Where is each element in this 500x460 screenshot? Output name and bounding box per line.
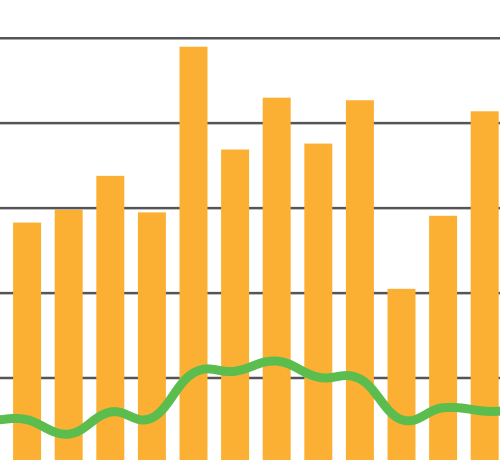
- bar: [470, 111, 499, 460]
- bar: [345, 100, 374, 460]
- bar: [387, 288, 416, 460]
- bar: [221, 149, 250, 460]
- bar: [262, 97, 291, 460]
- grid-lines: [0, 36, 500, 380]
- bar-series: [13, 46, 499, 460]
- bar: [54, 209, 83, 460]
- bar: [304, 143, 333, 460]
- bar: [429, 215, 458, 460]
- bar: [179, 46, 208, 460]
- line-series: [0, 356, 500, 439]
- line-path: [0, 356, 500, 439]
